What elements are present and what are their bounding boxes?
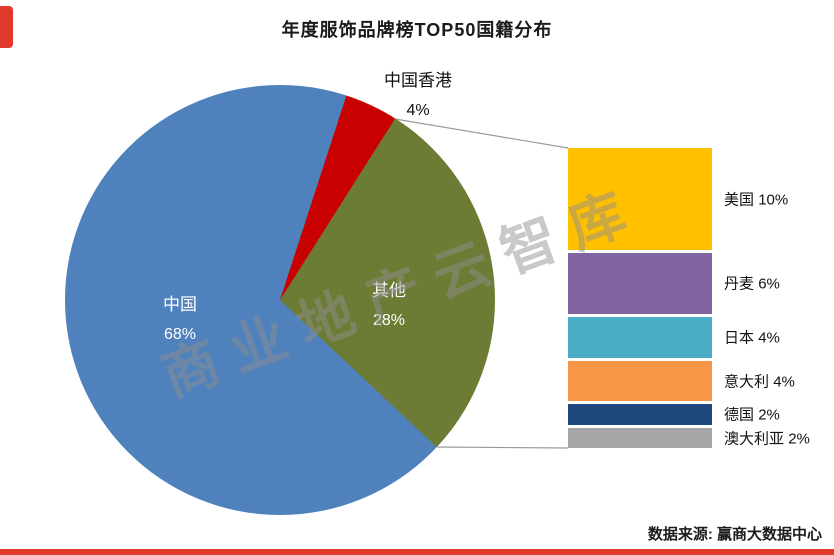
bar-segment-japan: 日本 4% — [568, 316, 780, 358]
connector-line-bottom — [436, 446, 569, 449]
bar-segment-australia: 澳大利亚 2% — [568, 427, 810, 449]
bottom-red-strip — [0, 549, 834, 555]
slice-label-other: 其他 28% — [333, 276, 445, 330]
bar-segment-label-japan: 日本 4% — [724, 329, 780, 347]
bar-segment-italy: 意大利 4% — [568, 360, 795, 402]
slice-label-china: 中国 68% — [118, 290, 242, 344]
chart-title: 年度服饰品牌榜TOP50国籍分布 — [281, 20, 553, 40]
bar-segment-label-australia: 澳大利亚 2% — [724, 430, 810, 448]
bar-segment-label-italy: 意大利 4% — [724, 373, 795, 391]
slice-name-china: 中国 — [163, 295, 197, 314]
corner-red-mark — [0, 6, 13, 48]
slice-name-other: 其他 — [372, 281, 406, 300]
slice-name-hongkong: 中国香港 — [384, 71, 452, 90]
slice-percent-other: 28% — [372, 312, 406, 329]
bar-segment-denmark: 丹麦 6% — [568, 252, 780, 314]
bar-segment-label-germany: 德国 2% — [724, 406, 780, 424]
bar-segment-label-denmark: 丹麦 6% — [724, 275, 780, 293]
pie-chart — [65, 85, 495, 515]
slice-label-hongkong: 中国香港 4% — [348, 66, 488, 120]
bar-segment-germany: 德国 2% — [568, 404, 780, 425]
bar-segment-label-usa: 美国 10% — [724, 191, 789, 209]
data-source: 数据来源: 赢商大数据中心 — [647, 526, 822, 543]
slice-percent-china: 68% — [163, 326, 197, 343]
breakdown-bar: 美国 10% 丹麦 6% 日本 4% 意大利 4% 德国 2% 澳大利亚 2% — [568, 148, 810, 449]
bar-segment-usa: 美国 10% — [568, 148, 788, 250]
connector-line-top — [394, 118, 569, 149]
slice-percent-hongkong: 4% — [406, 102, 430, 119]
